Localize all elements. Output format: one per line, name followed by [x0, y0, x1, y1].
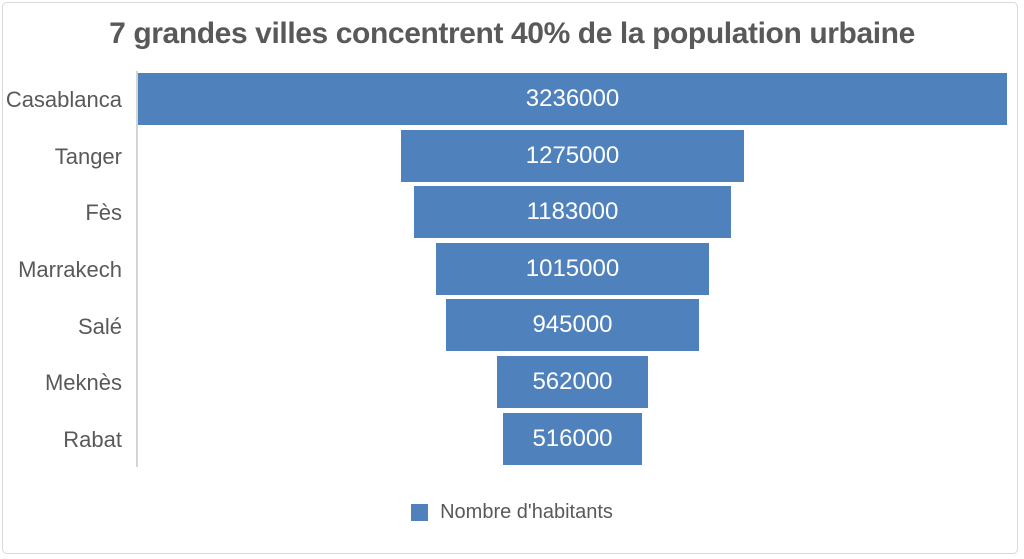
category-label: Rabat — [63, 426, 122, 452]
legend: Nombre d'habitants — [0, 496, 1024, 528]
bar-value-label: 562000 — [532, 368, 613, 395]
bar: 3236000 — [138, 73, 1007, 125]
bar: 516000 — [503, 412, 642, 465]
chart-row: Fès 1183000 — [0, 185, 1024, 242]
category-label: Casablanca — [5, 87, 122, 113]
chart-row: Marrakech 1015000 — [0, 242, 1024, 299]
bar-value-label: 3236000 — [525, 85, 620, 112]
category-axis-line — [136, 71, 138, 467]
chart-frame-border — [2, 2, 1018, 554]
chart-row: Rabat 516000 — [0, 412, 1024, 469]
category-label: Tanger — [54, 143, 122, 169]
bar-value-label: 1015000 — [525, 254, 620, 282]
bar-value-label: 945000 — [532, 311, 613, 339]
legend-swatch — [411, 503, 429, 521]
plot-area: Casablanca 3236000 Tanger 1275000 Fès 1183000… — [0, 72, 1024, 469]
chart-title: 7 grandes villes concentrent 40% de la p… — [109, 17, 915, 50]
bar-value-label: 516000 — [532, 424, 613, 452]
bar-value-label: 1183000 — [526, 198, 619, 226]
bar: 1015000 — [436, 242, 709, 295]
category-label: Fès — [85, 200, 122, 226]
category-label: Meknès — [44, 370, 122, 396]
legend-label: Nombre d'habitants — [440, 500, 613, 523]
bar: 562000 — [497, 356, 648, 408]
bar: 1275000 — [401, 129, 744, 182]
chart-row: Salé 945000 — [0, 298, 1024, 355]
chart-row: Tanger 1275000 — [0, 129, 1024, 186]
category-label: Salé — [77, 313, 122, 339]
chart-row: Meknès 562000 — [0, 355, 1024, 412]
bar: 1183000 — [413, 186, 732, 239]
chart-row: Casablanca 3236000 — [0, 72, 1024, 129]
category-label: Marrakech — [18, 257, 122, 283]
bar: 945000 — [445, 299, 700, 352]
bar-value-label: 1275000 — [525, 141, 620, 169]
